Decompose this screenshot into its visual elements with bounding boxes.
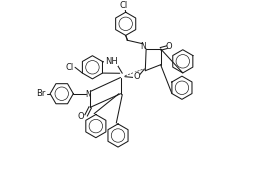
- Text: O: O: [134, 72, 140, 81]
- Text: Cl: Cl: [65, 63, 73, 72]
- Text: Br: Br: [37, 89, 46, 98]
- Text: N: N: [141, 42, 147, 51]
- Text: Cl: Cl: [120, 1, 128, 10]
- Text: O: O: [77, 112, 84, 121]
- Text: N: N: [85, 90, 91, 99]
- Text: O: O: [166, 42, 173, 51]
- Text: NH: NH: [105, 57, 118, 66]
